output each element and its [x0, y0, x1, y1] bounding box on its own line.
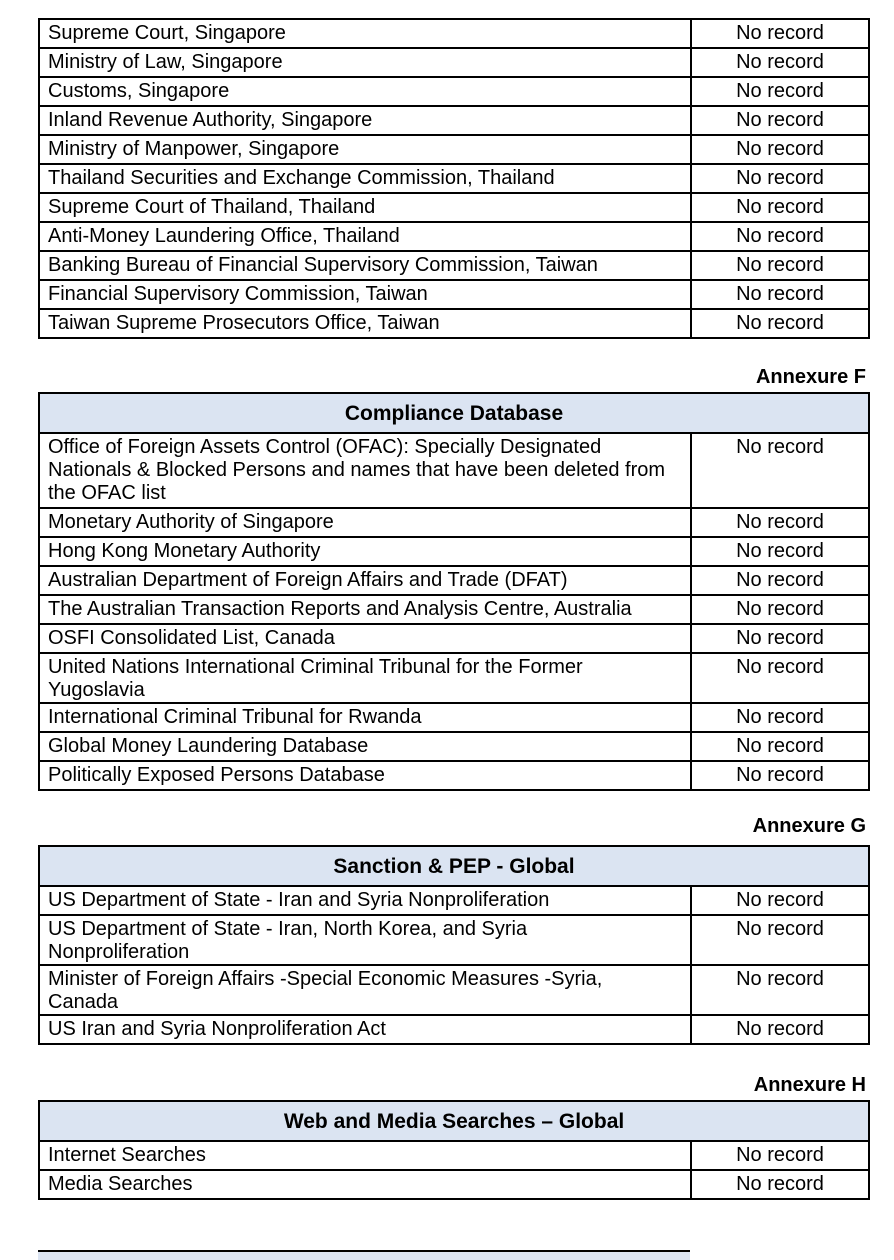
result-cell: No record — [690, 18, 870, 49]
source-cell: Banking Bureau of Financial Supervisory … — [38, 250, 692, 281]
result-cell: No record — [690, 250, 870, 281]
table-header-row: Compliance Database — [38, 392, 870, 434]
table-row: OSFI Consolidated List, Canada No record — [38, 623, 870, 654]
source-cell: Global Money Laundering Database — [38, 731, 692, 762]
result-cell: No record — [690, 565, 870, 596]
web-media-searches-table: Web and Media Searches – Global Internet… — [37, 1100, 871, 1200]
table-row: Ministry of Law, Singapore No record — [38, 47, 870, 78]
table-row: Hong Kong Monetary Authority No record — [38, 536, 870, 567]
table-row: Global Money Laundering Database No reco… — [38, 731, 870, 762]
table-row: US Department of State - Iran and Syria … — [38, 885, 870, 916]
government-regulatory-table-continued: Supreme Court, Singapore No record Minis… — [38, 18, 870, 339]
table-title: Web and Media Searches – Global — [37, 1100, 871, 1142]
source-cell: Taiwan Supreme Prosecutors Office, Taiwa… — [38, 308, 692, 339]
table-title: Sanction & PEP - Global — [38, 845, 870, 887]
result-cell: No record — [690, 432, 870, 509]
source-cell: Supreme Court, Singapore — [38, 18, 692, 49]
result-cell: No record — [690, 76, 870, 107]
result-cell: No record — [690, 279, 870, 310]
table-row: Internet Searches No record — [38, 1140, 871, 1171]
source-cell: Australian Department of Foreign Affairs… — [38, 565, 692, 596]
source-cell: Politically Exposed Persons Database — [38, 760, 692, 791]
source-cell: Media Searches — [38, 1169, 692, 1200]
source-cell: Thailand Securities and Exchange Commiss… — [38, 163, 692, 194]
table-header-row: Web and Media Searches – Global — [37, 1100, 871, 1142]
result-cell: No record — [690, 47, 870, 78]
result-cell: No record — [690, 594, 870, 625]
result-cell: No record — [690, 163, 870, 194]
result-cell: No record — [690, 702, 870, 733]
source-cell: US Department of State - Iran, North Kor… — [38, 914, 692, 966]
annexure-h-label: Annexure H — [753, 1074, 866, 1096]
result-cell: No record — [690, 221, 870, 252]
result-cell: No record — [690, 134, 870, 165]
table-row: Politically Exposed Persons Database No … — [38, 760, 870, 791]
result-cell: No record — [689, 1140, 871, 1171]
source-cell: Anti-Money Laundering Office, Thailand — [38, 221, 692, 252]
result-cell: No record — [689, 1169, 871, 1200]
source-cell: Office of Foreign Assets Control (OFAC):… — [38, 432, 692, 509]
result-cell: No record — [690, 507, 870, 538]
source-cell: Inland Revenue Authority, Singapore — [38, 105, 692, 136]
result-cell: No record — [690, 885, 870, 916]
table-row: United Nations International Criminal Tr… — [38, 652, 870, 704]
source-cell: US Department of State - Iran and Syria … — [38, 885, 692, 916]
result-cell: No record — [690, 652, 870, 704]
source-cell: OSFI Consolidated List, Canada — [38, 623, 692, 654]
result-cell: No record — [690, 964, 870, 1016]
table-row: US Department of State - Iran, North Kor… — [38, 914, 870, 966]
table-header-row: Sanction & PEP - Global — [38, 845, 870, 887]
source-cell: United Nations International Criminal Tr… — [38, 652, 692, 704]
source-cell: Ministry of Law, Singapore — [38, 47, 692, 78]
result-cell: No record — [690, 536, 870, 567]
source-cell: Hong Kong Monetary Authority — [38, 536, 692, 567]
table-row: Office of Foreign Assets Control (OFAC):… — [38, 432, 870, 509]
annexure-f-label: Annexure F — [755, 366, 866, 388]
annexure-g-label: Annexure G — [752, 815, 866, 837]
table-row: Thailand Securities and Exchange Commiss… — [38, 163, 870, 194]
table-row: Supreme Court, Singapore No record — [38, 18, 870, 49]
table-row: Financial Supervisory Commission, Taiwan… — [38, 279, 870, 310]
table-row: Supreme Court of Thailand, Thailand No r… — [38, 192, 870, 223]
table-row: Customs, Singapore No record — [38, 76, 870, 107]
source-cell: Internet Searches — [38, 1140, 692, 1171]
table-row: US Iran and Syria Nonproliferation Act N… — [38, 1014, 870, 1045]
table-row: International Criminal Tribunal for Rwan… — [38, 702, 870, 733]
source-cell: International Criminal Tribunal for Rwan… — [38, 702, 692, 733]
source-cell: Supreme Court of Thailand, Thailand — [38, 192, 692, 223]
next-table-header-sliver — [38, 1250, 690, 1260]
result-cell: No record — [690, 308, 870, 339]
result-cell: No record — [690, 731, 870, 762]
source-cell: US Iran and Syria Nonproliferation Act — [38, 1014, 692, 1045]
result-cell: No record — [690, 192, 870, 223]
source-cell: Minister of Foreign Affairs -Special Eco… — [38, 964, 692, 1016]
table-row: Ministry of Manpower, Singapore No recor… — [38, 134, 870, 165]
source-cell: Ministry of Manpower, Singapore — [38, 134, 692, 165]
result-cell: No record — [690, 914, 870, 966]
compliance-database-table: Compliance Database Office of Foreign As… — [38, 392, 870, 791]
source-cell: The Australian Transaction Reports and A… — [38, 594, 692, 625]
source-cell: Customs, Singapore — [38, 76, 692, 107]
result-cell: No record — [690, 623, 870, 654]
table-title: Compliance Database — [38, 392, 870, 434]
result-cell: No record — [690, 105, 870, 136]
table-row: The Australian Transaction Reports and A… — [38, 594, 870, 625]
table-row: Inland Revenue Authority, Singapore No r… — [38, 105, 870, 136]
source-cell: Financial Supervisory Commission, Taiwan — [38, 279, 692, 310]
table-row: Taiwan Supreme Prosecutors Office, Taiwa… — [38, 308, 870, 339]
result-cell: No record — [690, 1014, 870, 1045]
table-row: Media Searches No record — [38, 1169, 871, 1200]
table-row: Australian Department of Foreign Affairs… — [38, 565, 870, 596]
sanction-pep-table: Sanction & PEP - Global US Department of… — [38, 845, 870, 1045]
table-row: Minister of Foreign Affairs -Special Eco… — [38, 964, 870, 1016]
table-row: Anti-Money Laundering Office, Thailand N… — [38, 221, 870, 252]
source-cell: Monetary Authority of Singapore — [38, 507, 692, 538]
table-row: Banking Bureau of Financial Supervisory … — [38, 250, 870, 281]
table-row: Monetary Authority of Singapore No recor… — [38, 507, 870, 538]
result-cell: No record — [690, 760, 870, 791]
